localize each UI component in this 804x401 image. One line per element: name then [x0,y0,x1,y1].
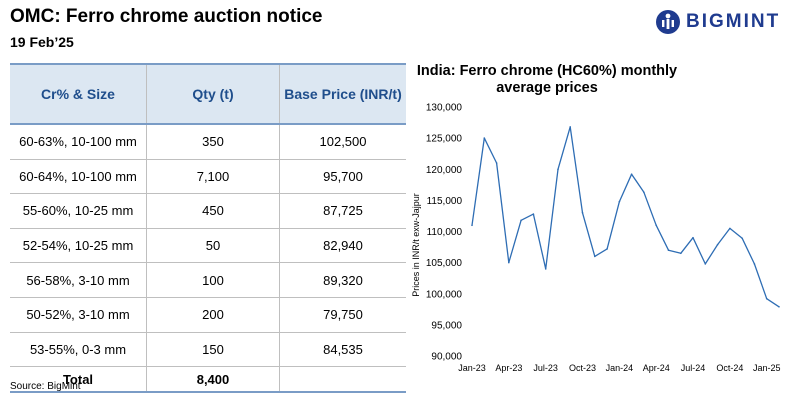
x-tick-label: Jan-25 [753,363,781,373]
data-point [680,252,682,255]
table-row: 56-58%, 3-10 mm 100 89,320 [10,262,406,298]
table-row: 60-64%, 10-100 mm 7,100 95,700 [10,159,406,195]
data-point [520,219,522,222]
column-header-price: Base Price (INR/t) [279,63,406,125]
x-axis: Jan-23 Apr-23 Jul-23 Oct-23 Jan-24 Apr-24 Jul-… [458,363,780,373]
chart-title: India: Ferro chrome (HC60%) monthly aver… [416,63,678,96]
table-header-row: Cr% & Size Qty (t) Base Price (INR/t) [10,63,406,125]
x-tick-label: Apr-24 [643,363,670,373]
data-point [483,137,486,139]
cell-size: 60-63%, 10-100 mm [10,124,147,160]
cell-size: 50-52%, 3-10 mm [10,297,147,333]
data-point [741,237,743,240]
x-tick-label: Jul-23 [533,363,558,373]
cell-size: 56-58%, 3-10 mm [10,262,147,298]
x-tick-label: Jan-23 [458,363,486,373]
cell-qty: 50 [146,228,280,264]
y-tick-label: 110,000 [427,227,463,238]
brand-logo: BIGMINT [655,9,780,35]
table-row: 55-60%, 10-25 mm 450 87,725 [10,193,406,229]
total-label: Total [10,366,147,394]
x-tick-label: Jul-24 [681,363,706,373]
data-point [630,173,633,175]
price-line-chart: 90,000 95,000 100,000 105,000 110,000 115,000… [411,103,780,374]
y-tick-label: 130,000 [426,103,463,114]
y-tick-label: 90,000 [431,352,462,363]
data-point [618,200,621,203]
x-tick-label: Oct-23 [569,363,596,373]
cell-size: 53-55%, 0-3 mm [10,332,147,368]
data-point [495,162,498,164]
x-tick-label: Apr-23 [495,363,522,373]
data-point [704,263,707,265]
data-point [692,236,694,239]
auction-table: Cr% & Size Qty (t) Base Price (INR/t) 60… [10,63,406,394]
data-point [471,224,473,227]
cell-price: 79,750 [279,297,406,333]
y-tick-label: 95,000 [431,320,462,331]
data-point [753,263,756,265]
column-header-size: Cr% & Size [10,63,147,125]
table-row: 50-52%, 3-10 mm 200 79,750 [10,297,406,333]
table-row: 60-63%, 10-100 mm 350 102,500 [10,124,406,160]
series-line [471,126,780,308]
data-point [594,255,596,258]
notice-date: 19 Feb’25 [10,34,74,50]
cell-price: 89,320 [279,262,406,298]
brand-name: BIGMINT [686,11,781,32]
cell-price: 87,725 [279,193,406,229]
cell-qty: 350 [146,124,280,160]
cell-price: 84,535 [279,332,406,368]
data-point [729,227,731,230]
data-point [716,243,719,246]
x-tick-label: Jan-24 [606,363,634,373]
data-point [569,126,571,128]
data-point [544,268,547,270]
cell-qty: 100 [146,262,280,298]
y-tick-label: 115,000 [427,196,463,207]
cell-qty: 200 [146,297,280,333]
cell-price: 102,500 [279,124,406,160]
data-point [655,224,657,227]
cell-price: 95,700 [279,159,406,195]
table-total-row: Total 8,400 [10,366,406,394]
cell-price: 82,940 [279,228,406,264]
x-tick-label: Oct-24 [716,363,743,373]
cell-size: 55-60%, 10-25 mm [10,193,147,229]
data-point [643,191,645,194]
y-axis-label: Prices in INR/t exw-Jajpur [411,193,421,297]
data-point [532,213,535,215]
source-note: Source: BigMint [10,381,81,392]
column-header-qty: Qty (t) [146,63,280,125]
table-row: 53-55%, 0-3 mm 150 84,535 [10,332,406,368]
bigmint-logo-icon [656,10,680,34]
cell-qty: 450 [146,193,280,229]
y-axis: 90,000 95,000 100,000 105,000 110,000 115,000… [426,103,463,363]
table-row: 52-54%, 10-25 mm 50 82,940 [10,228,406,264]
data-point [508,261,510,264]
y-tick-label: 105,000 [426,258,463,269]
data-point [581,212,584,214]
data-point [765,297,768,300]
y-tick-label: 120,000 [426,165,463,176]
cell-size: 60-64%, 10-100 mm [10,159,147,195]
y-tick-label: 100,000 [426,289,463,300]
data-point [778,306,780,308]
y-tick-label: 125,000 [426,134,463,145]
cell-qty: 7,100 [146,159,280,195]
cell-qty: 150 [146,332,280,368]
data-point [667,249,670,251]
data-point [606,248,608,250]
total-qty: 8,400 [146,366,280,394]
series [471,126,780,308]
cell-size: 52-54%, 10-25 mm [10,228,147,264]
total-price [279,366,406,394]
data-point [557,168,559,171]
page-title: OMC: Ferro chrome auction notice [10,6,323,27]
